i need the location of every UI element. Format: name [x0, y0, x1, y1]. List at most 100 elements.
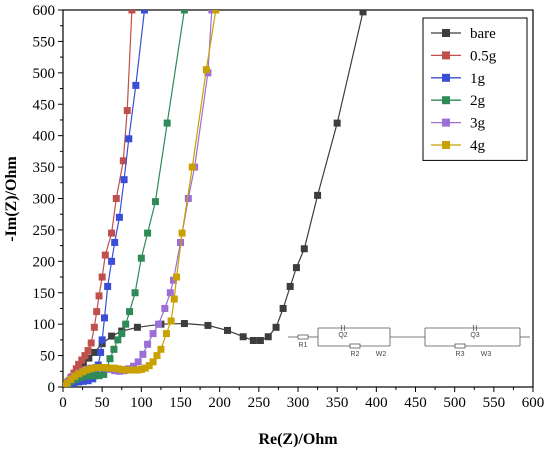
- resistor-r2: [349, 343, 361, 349]
- series-1g: [63, 10, 148, 387]
- data-point: [98, 273, 106, 281]
- data-point: [84, 377, 92, 385]
- data-point: [81, 352, 89, 360]
- x-tick-label: 400: [365, 395, 388, 411]
- data-point: [106, 364, 114, 372]
- data-point: [286, 282, 294, 290]
- legend-item-bare: bare: [431, 26, 496, 42]
- legend-label: 4g: [470, 138, 486, 154]
- y-tick-label: 550: [33, 34, 56, 50]
- circuit-label: Q2: [338, 332, 347, 339]
- data-point: [67, 375, 75, 383]
- data-point: [108, 332, 116, 340]
- data-point: [145, 362, 153, 370]
- cpe-symbol: [343, 324, 346, 332]
- circuit-label: R2: [351, 351, 360, 358]
- legend-marker: [442, 96, 450, 105]
- data-point: [184, 195, 192, 202]
- data-point: [95, 372, 103, 380]
- legend-item-4g: 4g: [431, 138, 486, 154]
- x-tick-label: 0: [59, 395, 67, 411]
- series-4g: [63, 10, 220, 387]
- legend-item-1g: 1g: [431, 71, 486, 87]
- legend-marker: [442, 51, 450, 60]
- y-tick-label: 350: [33, 160, 56, 176]
- data-point: [87, 339, 95, 347]
- legend-label: 1g: [470, 71, 486, 87]
- series-line: [64, 10, 146, 387]
- data-point: [63, 379, 71, 387]
- data-point: [249, 337, 257, 345]
- data-point: [141, 364, 149, 372]
- x-tick-label: 600: [522, 395, 545, 411]
- circuit-label: W3: [481, 351, 492, 358]
- equivalent-circuit-inset: R1 Q2 R2 W2 Q3 R3 W3: [288, 324, 530, 358]
- y-tick-label: 0: [48, 380, 56, 396]
- data-point: [300, 245, 308, 253]
- y-tick-label: 300: [33, 192, 56, 208]
- data-point: [110, 345, 118, 353]
- data-point: [119, 157, 127, 165]
- data-point: [90, 372, 98, 380]
- data-point: [180, 10, 188, 14]
- data-point: [106, 355, 114, 363]
- legend: bare 0.5g 1g 2g 3g 4g: [422, 17, 528, 161]
- x-tick-label: 100: [130, 395, 153, 411]
- x-tick-label: 50: [95, 395, 110, 411]
- data-point: [139, 350, 147, 358]
- data-point: [126, 308, 134, 316]
- data-point: [133, 323, 141, 331]
- data-point: [118, 330, 126, 338]
- data-point: [118, 365, 126, 373]
- legend-item-3g: 3g: [431, 116, 486, 132]
- circuit-label: W2: [376, 351, 387, 358]
- data-point: [79, 368, 87, 376]
- data-point: [133, 366, 141, 374]
- data-point: [120, 176, 128, 184]
- data-point: [151, 198, 159, 206]
- legend-label: 2g: [470, 93, 486, 109]
- data-point: [144, 229, 152, 237]
- data-point: [173, 273, 181, 281]
- legend-marker: [442, 118, 450, 127]
- data-point: [115, 213, 123, 221]
- data-point: [131, 289, 139, 297]
- data-point: [149, 330, 157, 338]
- data-point: [163, 119, 171, 127]
- cpe-symbol: [472, 324, 475, 332]
- data-point: [314, 191, 322, 199]
- data-point: [98, 364, 106, 372]
- y-tick-label: 500: [33, 66, 56, 82]
- x-tick-label: 300: [287, 395, 310, 411]
- data-point: [134, 358, 142, 366]
- data-point: [102, 364, 110, 372]
- data-point: [81, 372, 89, 380]
- data-point: [83, 366, 90, 374]
- data-point: [76, 374, 84, 382]
- data-point: [212, 10, 220, 14]
- y-tick-label: 50: [40, 349, 55, 365]
- data-point: [72, 365, 80, 373]
- data-point: [188, 163, 196, 171]
- data-point: [97, 348, 105, 356]
- data-point: [149, 358, 157, 366]
- legend-label: 0.5g: [470, 48, 497, 64]
- data-point: [123, 107, 131, 115]
- data-point: [114, 336, 122, 344]
- data-point: [256, 337, 264, 345]
- data-point: [279, 304, 287, 312]
- data-point: [93, 308, 101, 316]
- cpe-symbol: [340, 324, 343, 332]
- data-point: [86, 372, 94, 380]
- axes: 0 50 100 150 200 250 300 350 400 450 500 550 600 0 50 1…: [33, 3, 545, 411]
- data-point: [130, 362, 137, 370]
- data-point: [122, 320, 130, 328]
- data-point: [108, 257, 116, 265]
- data-point: [167, 317, 175, 325]
- x-tick-label: 150: [169, 395, 192, 411]
- series-bare: [63, 10, 367, 387]
- x-tick-label: 550: [483, 395, 506, 411]
- data-point: [101, 251, 109, 259]
- data-point: [178, 229, 186, 237]
- series-layer: [63, 10, 367, 387]
